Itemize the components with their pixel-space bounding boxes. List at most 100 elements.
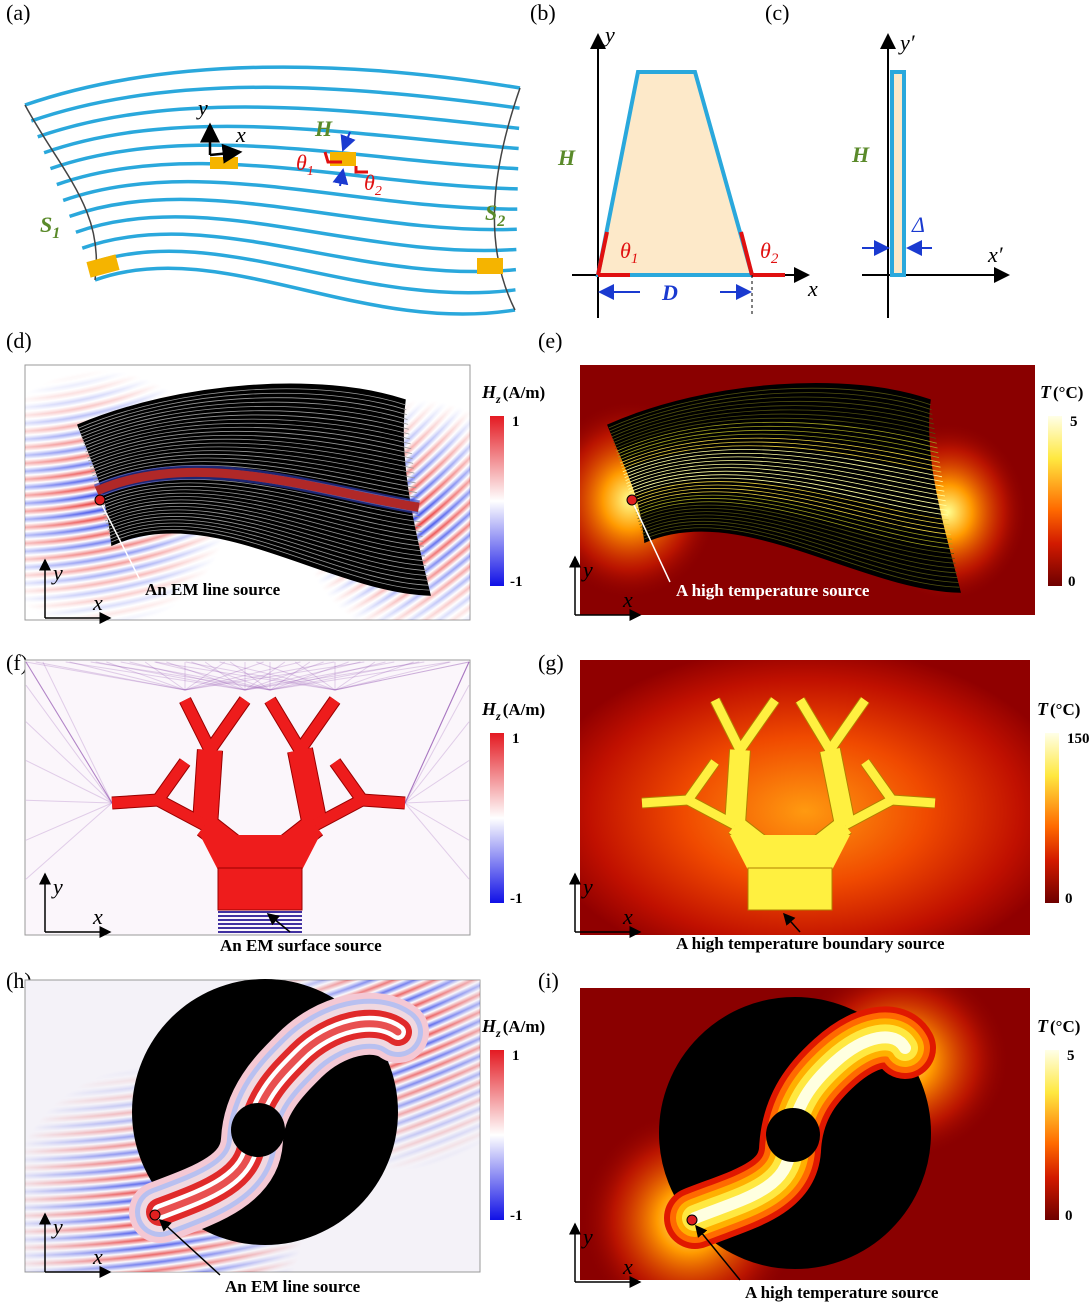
trunk	[218, 868, 302, 910]
label: y	[603, 22, 615, 47]
panel-d: (d) An EM line source	[0, 328, 540, 640]
unit: (A/m)	[503, 383, 545, 402]
trunk	[200, 835, 320, 870]
strip	[50, 145, 518, 169]
axis-label: x	[92, 1244, 103, 1269]
colorbar-title: T(°C)	[1040, 382, 1083, 402]
colorbar-min: -1	[510, 574, 523, 590]
panel-g: (g) A high temperature boundary source	[538, 650, 1030, 953]
trunk	[730, 835, 850, 870]
colorbar	[490, 416, 504, 586]
label: 2	[771, 251, 779, 267]
panel-a: (a) x y H θ1 θ2 S1 S2	[6, 0, 520, 314]
label: An EM line source	[145, 580, 281, 599]
panel-f: (f) An EM surface source	[6, 650, 470, 955]
label: (e)	[538, 328, 562, 353]
branch	[205, 750, 210, 825]
axis-label: y	[51, 874, 63, 899]
label: An EM surface source	[220, 936, 382, 955]
branch	[300, 750, 315, 825]
axis-label: x	[622, 904, 633, 929]
colorbar-min: -1	[510, 891, 523, 907]
label: S	[40, 212, 52, 237]
colorbar-max: 5	[1070, 414, 1078, 430]
label: 2	[496, 213, 505, 230]
label: θ	[760, 238, 771, 263]
axis-label: y	[581, 874, 593, 899]
shape	[494, 88, 520, 310]
colorbar-min: 0	[1065, 891, 1073, 907]
branch	[642, 800, 688, 803]
subscript: z	[495, 1026, 501, 1040]
panel-b: (b) y x H θ1 θ2 D	[530, 0, 818, 318]
symbol: T	[1037, 699, 1049, 719]
axis-label: y	[51, 560, 63, 585]
subscript: z	[495, 392, 501, 406]
panel-c: (c) y′ x′ H Δ	[765, 0, 1008, 318]
unit: (A/m)	[503, 1017, 545, 1036]
label: 1	[307, 164, 314, 179]
label: (c)	[765, 0, 789, 25]
label: An EM line source	[225, 1277, 361, 1296]
strip	[38, 107, 519, 137]
colorbar-title: Hz(A/m)	[481, 382, 545, 406]
strip	[31, 87, 519, 121]
axis-label: x	[92, 590, 103, 615]
label: A high temperature source	[676, 581, 870, 600]
colorbar-min: 0	[1068, 574, 1076, 590]
label: Δ	[911, 212, 925, 237]
symbol: H	[481, 699, 497, 719]
shape: θ2	[364, 170, 382, 199]
branch	[735, 750, 740, 825]
symbol: T	[1037, 1016, 1049, 1036]
colorbar-min: 0	[1065, 1208, 1073, 1224]
strip	[70, 199, 517, 229]
label: x	[235, 122, 246, 147]
colorbar-max: 150	[1067, 731, 1089, 747]
branch	[892, 800, 935, 803]
label: θ	[296, 150, 307, 175]
unit: (A/m)	[503, 700, 545, 719]
axis-label: y	[51, 1214, 63, 1239]
shape	[231, 1103, 285, 1157]
axis-label: x	[622, 1254, 633, 1279]
panel-i: (i) A high temperature source	[538, 960, 1030, 1306]
shape	[210, 157, 238, 169]
colorbar	[490, 733, 504, 903]
colorbar-title: Hz(A/m)	[481, 699, 545, 723]
label: 1	[52, 225, 60, 242]
shape: θ1	[296, 150, 314, 179]
symbol: H	[481, 1016, 497, 1036]
shape	[343, 132, 350, 150]
shape	[95, 495, 105, 505]
label: (i)	[538, 968, 559, 993]
label: A high temperature boundary source	[676, 934, 945, 953]
axis-label: x	[92, 904, 103, 929]
label: (d)	[6, 328, 32, 353]
group	[25, 67, 520, 314]
shape	[892, 72, 904, 275]
label: θ	[620, 238, 631, 263]
label: H	[557, 145, 576, 170]
axis-label: y	[581, 557, 593, 582]
axis-label: x	[622, 587, 633, 612]
branch	[362, 800, 405, 803]
shape	[477, 258, 503, 274]
axis-label: y	[581, 1224, 593, 1249]
colorbar-title: T(°C)	[1037, 1016, 1080, 1036]
shape	[150, 1210, 160, 1220]
panel-e: (e) A high temperature source	[538, 328, 1035, 615]
unit: (°C)	[1050, 1017, 1080, 1036]
shape	[687, 1215, 697, 1225]
strip	[76, 217, 516, 251]
label: H	[851, 142, 870, 167]
label: θ	[364, 170, 375, 195]
colorbar-max: 5	[1067, 1048, 1075, 1064]
label: y′	[898, 30, 916, 55]
shape	[210, 152, 240, 155]
label: A high temperature source	[745, 1283, 939, 1302]
label: x′	[987, 242, 1004, 267]
colorbar	[1045, 1050, 1059, 1220]
symbol: H	[481, 382, 497, 402]
subscript: z	[495, 709, 501, 723]
